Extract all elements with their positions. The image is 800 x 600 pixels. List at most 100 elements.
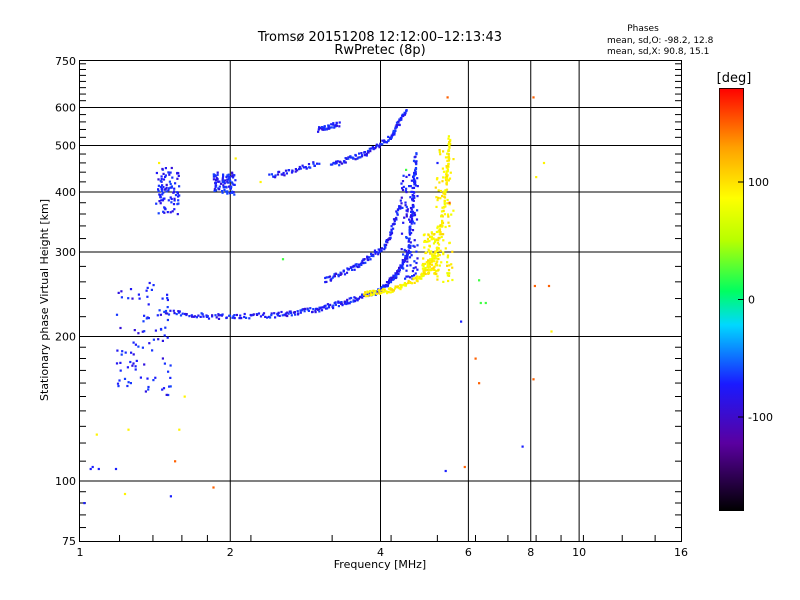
data-point (213, 189, 216, 192)
data-point (284, 312, 288, 315)
data-point (321, 127, 324, 130)
data-point (162, 172, 165, 175)
data-point (338, 301, 341, 304)
data-point (356, 157, 359, 160)
data-point (161, 388, 164, 391)
data-point (257, 312, 261, 315)
data-point (406, 257, 409, 260)
data-point (353, 268, 356, 271)
data-point (318, 162, 321, 165)
data-point (163, 362, 166, 365)
data-point (337, 275, 340, 278)
data-point (126, 384, 129, 388)
data-point (278, 314, 281, 317)
data-point (400, 285, 403, 288)
data-point (440, 261, 443, 264)
data-point (221, 181, 224, 184)
data-point (329, 163, 333, 166)
data-point (363, 151, 366, 154)
data-point (403, 260, 406, 264)
data-point (391, 134, 394, 137)
data-point (443, 190, 446, 193)
data-point (411, 275, 414, 278)
data-point (160, 199, 163, 202)
data-point (387, 287, 391, 290)
data-point (390, 136, 393, 139)
data-point (338, 121, 341, 124)
data-point (296, 313, 300, 316)
data-point (449, 138, 452, 142)
data-point (380, 289, 383, 292)
data-point (398, 266, 401, 269)
data-point (348, 297, 351, 300)
data-point (391, 276, 395, 279)
data-point (375, 145, 378, 148)
data-point (170, 197, 173, 201)
data-point (421, 272, 424, 275)
data-point (378, 291, 381, 294)
data-point (413, 211, 416, 215)
data-point (392, 131, 395, 134)
data-point (430, 250, 433, 253)
data-point (394, 285, 397, 288)
data-point (384, 284, 387, 287)
data-point (334, 272, 338, 275)
data-point (414, 168, 418, 171)
data-point (442, 253, 445, 256)
data-point (403, 259, 407, 262)
data-point (355, 265, 358, 268)
data-point (411, 186, 414, 190)
data-point (446, 159, 449, 162)
data-point (404, 277, 407, 280)
data-point (474, 357, 477, 360)
data-point (434, 272, 437, 276)
data-point (380, 249, 383, 252)
data-point (385, 290, 388, 293)
data-point (154, 376, 157, 379)
data-point (225, 190, 228, 193)
data-point (388, 279, 391, 282)
data-point (165, 393, 168, 396)
data-point (390, 279, 393, 282)
data-point (436, 254, 439, 257)
data-point (352, 157, 355, 160)
data-point (440, 235, 443, 239)
data-point (222, 186, 225, 189)
data-point (364, 261, 367, 264)
data-point (387, 282, 390, 285)
data-point (315, 307, 318, 310)
data-point (432, 242, 436, 245)
data-point (301, 164, 304, 167)
data-point (416, 280, 419, 283)
data-point (139, 376, 142, 379)
data-point (161, 339, 164, 342)
data-point (416, 209, 419, 212)
data-point (161, 297, 164, 300)
data-point (314, 311, 317, 314)
data-point (414, 277, 417, 280)
data-point (393, 133, 396, 136)
data-point (447, 221, 450, 224)
x-tick-label: 1 (77, 546, 84, 559)
data-point (451, 278, 454, 282)
data-point (434, 186, 437, 189)
data-point (407, 244, 410, 247)
data-point (369, 294, 372, 297)
data-point (173, 199, 176, 202)
data-point (406, 208, 409, 211)
data-point (197, 314, 200, 317)
data-point (394, 275, 397, 278)
data-point (405, 209, 408, 212)
data-point (367, 291, 370, 294)
data-point (375, 143, 378, 147)
data-point (170, 201, 173, 204)
data-point (176, 191, 179, 194)
data-point (408, 226, 411, 229)
data-point (441, 180, 444, 183)
data-point (341, 304, 344, 307)
data-point (404, 112, 407, 115)
data-point (390, 231, 394, 235)
data-point (413, 281, 416, 284)
data-point (392, 227, 395, 230)
data-point (340, 272, 343, 275)
